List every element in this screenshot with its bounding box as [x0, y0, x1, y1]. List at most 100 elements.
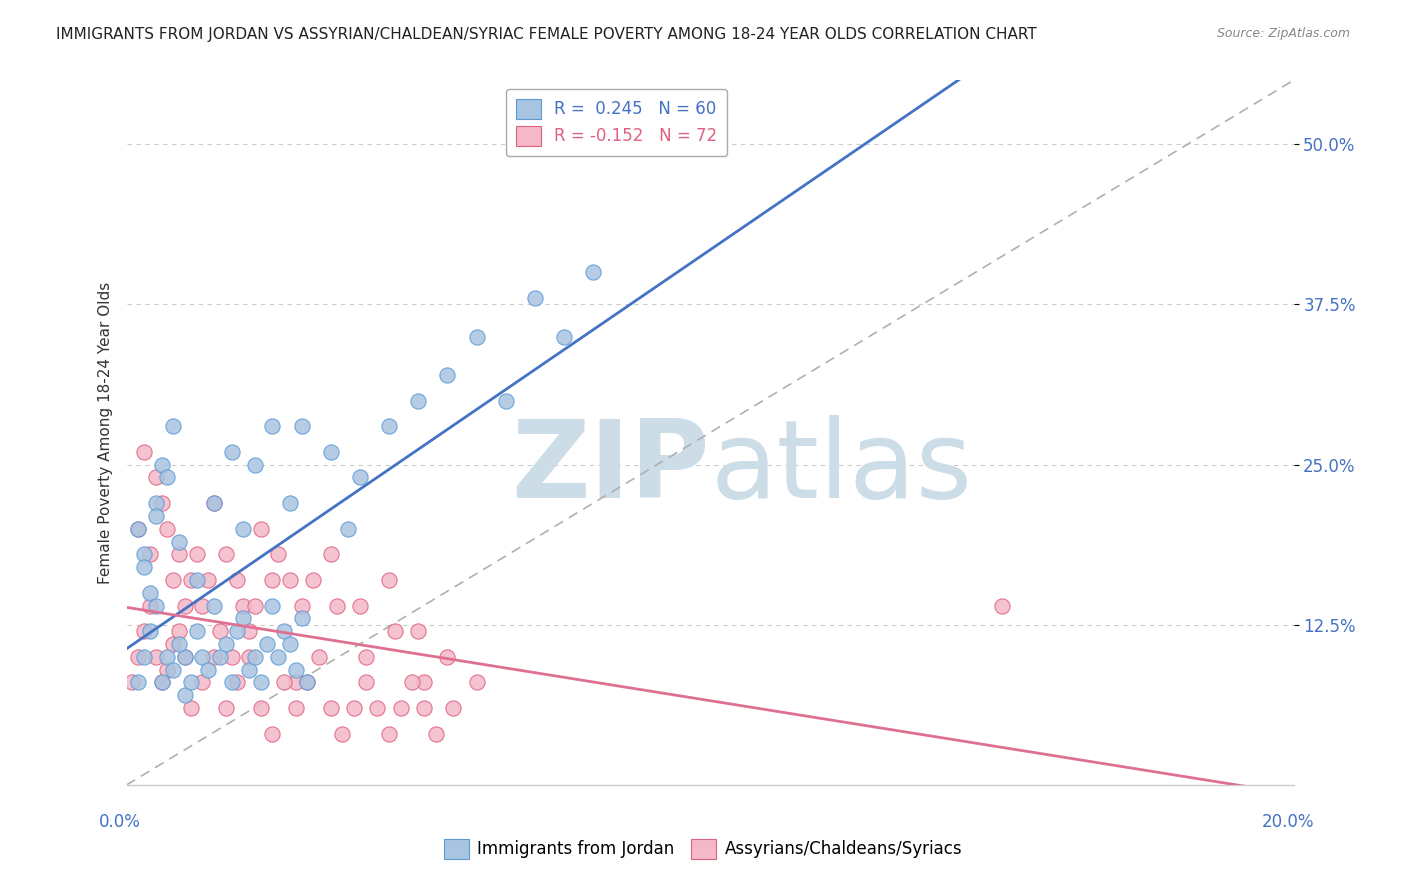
Point: [436, 649, 458, 664]
Point: [465, 329, 488, 343]
Point: [243, 599, 266, 613]
Point: [284, 701, 307, 715]
Point: [290, 419, 312, 434]
Point: [267, 649, 290, 664]
Point: [278, 637, 301, 651]
Point: [167, 624, 190, 639]
Point: [127, 675, 149, 690]
Text: 20.0%: 20.0%: [1263, 814, 1315, 831]
Point: [156, 470, 179, 484]
Y-axis label: Female Poverty Among 18-24 Year Olds: Female Poverty Among 18-24 Year Olds: [97, 282, 112, 583]
Point: [197, 573, 219, 587]
Point: [215, 547, 238, 561]
Point: [186, 547, 208, 561]
Text: Source: ZipAtlas.com: Source: ZipAtlas.com: [1216, 27, 1350, 40]
Point: [378, 419, 401, 434]
Point: [221, 445, 243, 459]
Point: [436, 368, 458, 382]
Point: [162, 419, 184, 434]
Point: [441, 701, 464, 715]
Point: [278, 496, 301, 510]
Point: [150, 496, 173, 510]
Point: [354, 649, 377, 664]
Point: [226, 675, 249, 690]
Text: 0.0%: 0.0%: [98, 814, 141, 831]
Point: [354, 675, 377, 690]
Point: [290, 611, 312, 625]
Point: [232, 522, 254, 536]
Point: [150, 458, 173, 472]
Point: [232, 611, 254, 625]
Point: [249, 675, 271, 690]
Point: [132, 445, 155, 459]
Point: [132, 547, 155, 561]
Point: [302, 573, 325, 587]
Point: [145, 470, 167, 484]
Point: [202, 599, 225, 613]
Point: [186, 573, 208, 587]
Point: [215, 637, 238, 651]
Point: [145, 649, 167, 664]
Point: [127, 522, 149, 536]
Point: [180, 573, 202, 587]
Point: [243, 649, 266, 664]
Point: [273, 624, 295, 639]
Point: [425, 727, 447, 741]
Point: [208, 624, 231, 639]
Point: [262, 599, 284, 613]
Point: [162, 663, 184, 677]
Point: [156, 649, 179, 664]
Point: [582, 265, 605, 279]
Point: [284, 663, 307, 677]
Point: [349, 470, 371, 484]
Point: [221, 649, 243, 664]
Point: [162, 637, 184, 651]
Point: [249, 701, 271, 715]
Point: [308, 649, 330, 664]
Point: [121, 675, 143, 690]
Point: [465, 675, 488, 690]
Point: [553, 329, 575, 343]
Point: [174, 649, 197, 664]
Point: [180, 675, 202, 690]
Point: [297, 675, 319, 690]
Point: [197, 663, 219, 677]
Point: [145, 508, 167, 523]
Point: [262, 419, 284, 434]
Point: [191, 675, 214, 690]
Point: [174, 649, 197, 664]
Point: [319, 445, 342, 459]
Point: [174, 688, 197, 702]
Point: [378, 727, 401, 741]
Point: [202, 649, 225, 664]
Point: [278, 573, 301, 587]
Point: [167, 534, 190, 549]
Point: [186, 624, 208, 639]
Point: [132, 649, 155, 664]
Point: [273, 675, 295, 690]
Point: [191, 649, 214, 664]
Point: [349, 599, 371, 613]
Point: [167, 547, 190, 561]
Point: [401, 675, 423, 690]
Point: [174, 599, 197, 613]
Point: [319, 701, 342, 715]
Point: [408, 393, 430, 408]
Point: [139, 586, 162, 600]
Point: [150, 675, 173, 690]
Point: [127, 522, 149, 536]
Point: [238, 649, 260, 664]
Point: [162, 573, 184, 587]
Point: [238, 663, 260, 677]
Point: [378, 573, 401, 587]
Point: [366, 701, 388, 715]
Point: [202, 496, 225, 510]
Point: [156, 663, 179, 677]
Point: [524, 291, 547, 305]
Point: [150, 675, 173, 690]
Point: [284, 675, 307, 690]
Point: [202, 496, 225, 510]
Point: [226, 624, 249, 639]
Point: [139, 547, 162, 561]
Point: [249, 522, 271, 536]
